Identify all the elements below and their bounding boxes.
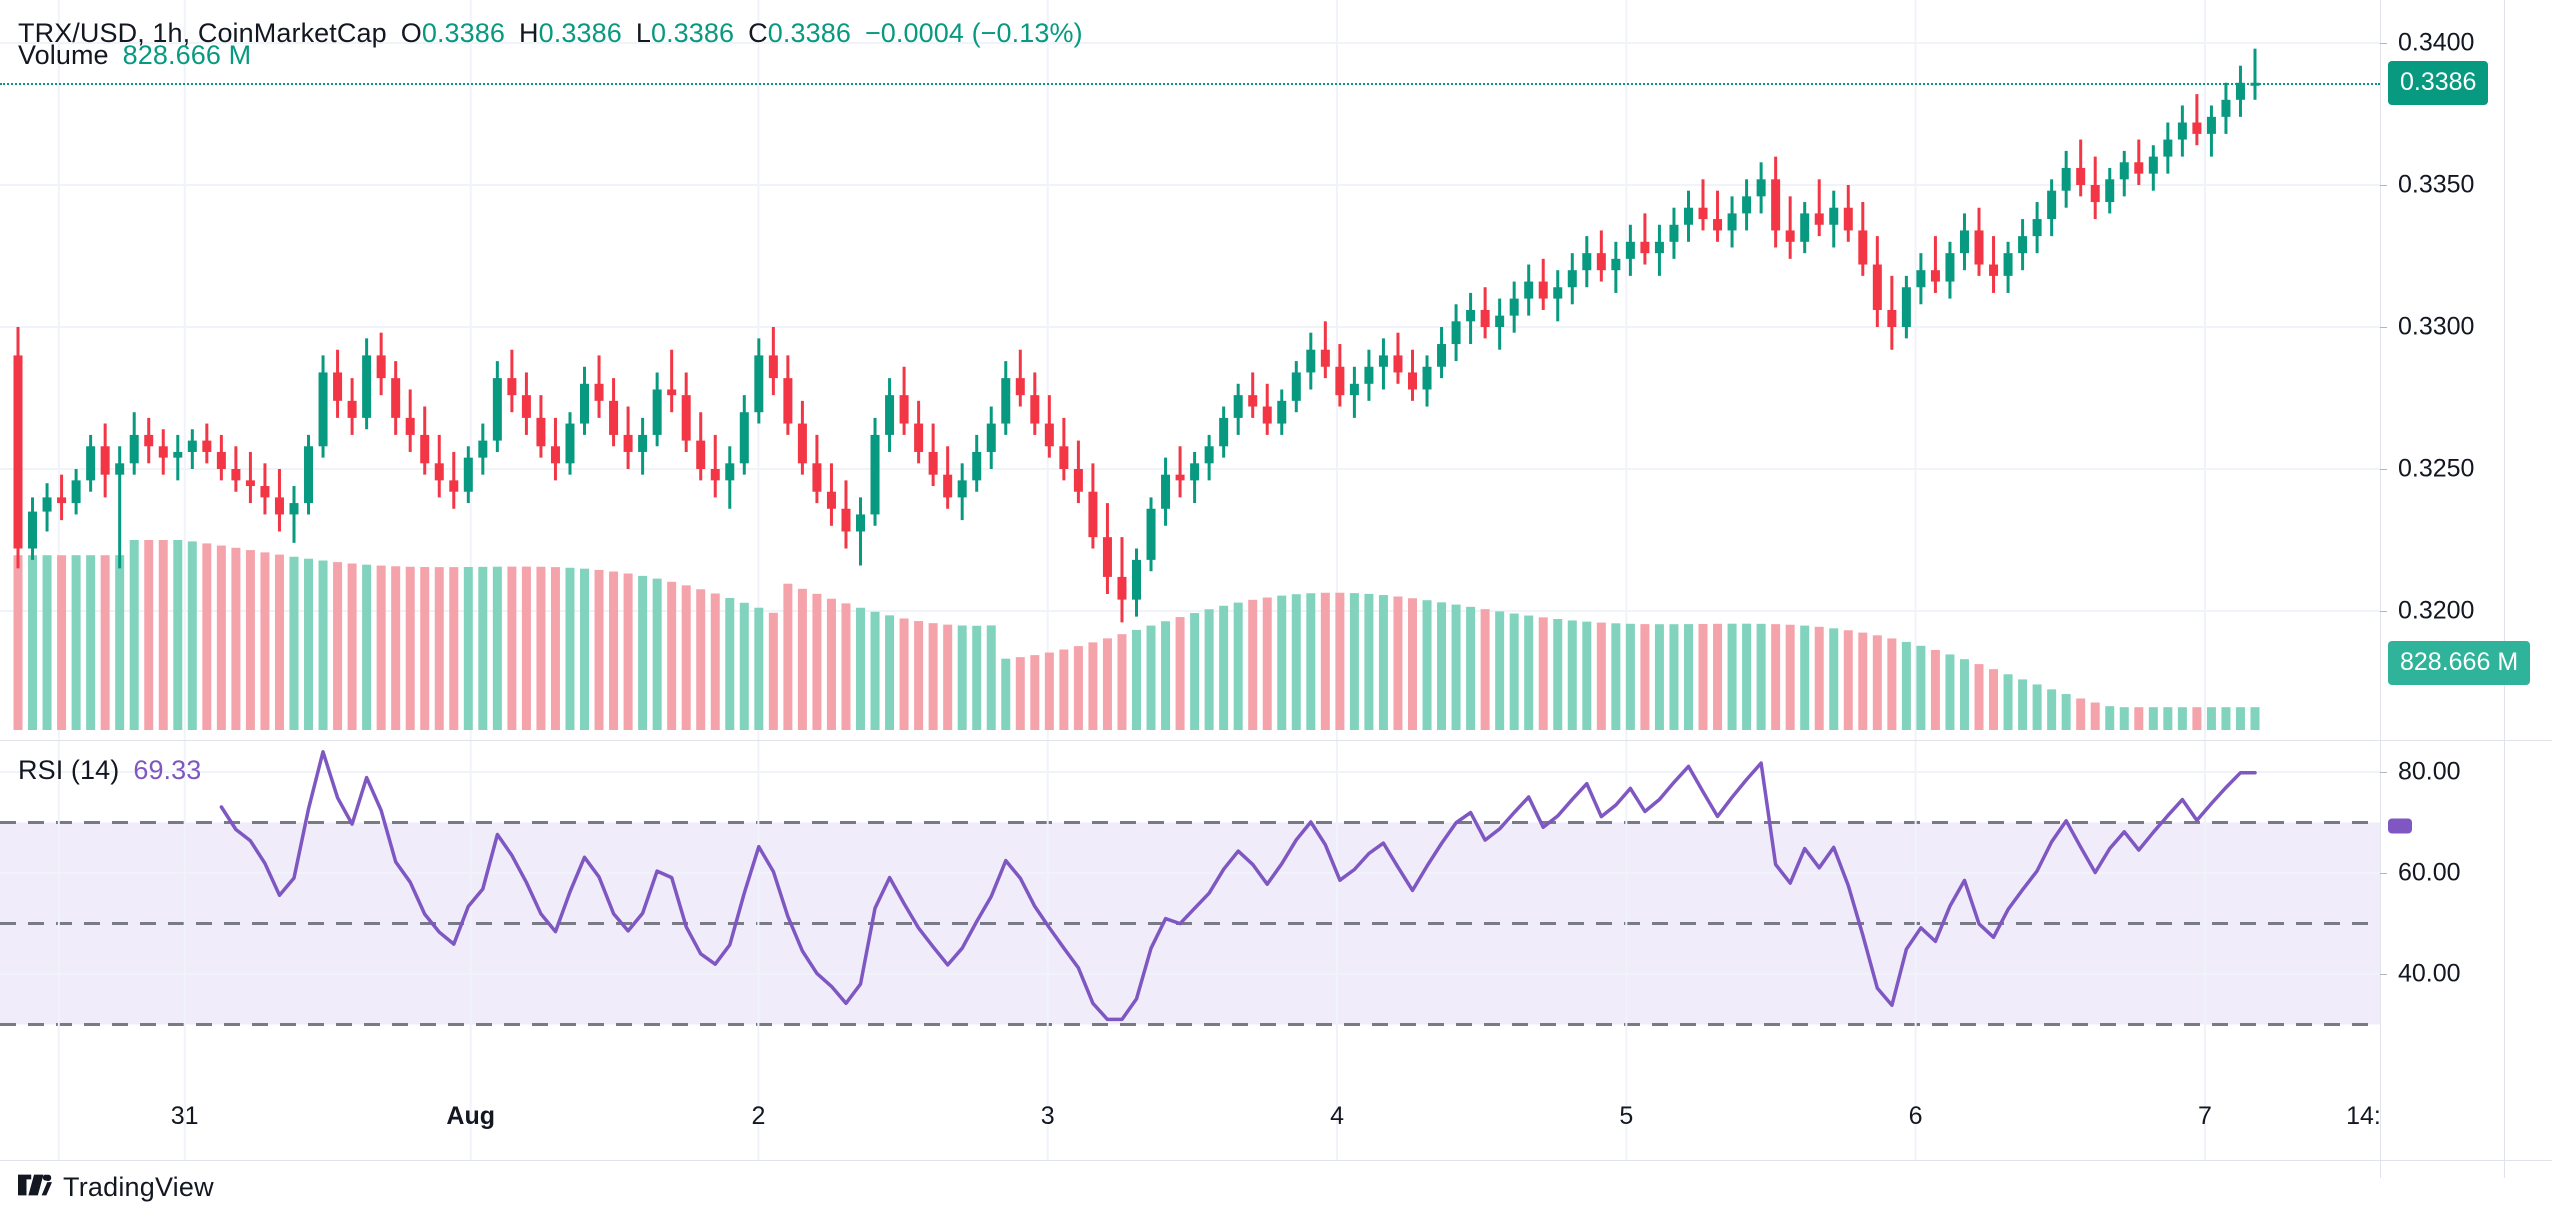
rsi-series (0, 741, 2380, 1160)
time-axis-label: 7 (2197, 1102, 2212, 1130)
price-tick-mark (2380, 469, 2387, 470)
time-axis-label: 4 (1330, 1102, 1344, 1130)
price-tick-label: 0.3250 (2398, 454, 2475, 483)
close-label: C (748, 18, 768, 48)
close-value: 0.3386 (767, 18, 851, 48)
high-value: 0.3386 (538, 18, 622, 48)
rsi-tick-label: 60.00 (2398, 858, 2461, 887)
tradingview-footer[interactable]: TradingView (18, 1172, 214, 1203)
low-value: 0.3386 (650, 18, 735, 48)
axis-divider (2380, 0, 2381, 1178)
volume-value: 828.666 M (122, 40, 252, 70)
volume-legend: Volume 828.666 M (18, 40, 251, 71)
time-axis-divider (0, 1160, 2552, 1161)
price-tick-label: 0.3200 (2398, 596, 2475, 625)
rsi-legend: RSI (14) 69.33 (18, 755, 201, 786)
price-tick-mark (2380, 611, 2387, 612)
time-axis-label: 31 (170, 1102, 199, 1130)
symbol-label[interactable]: TRX/USD, 1h, CoinMarketCap (18, 18, 387, 48)
price-tick-label: 0.3300 (2398, 312, 2475, 341)
rsi-tick-mark (2380, 873, 2387, 874)
price-axis[interactable]: 0.3400 0.3350 0.3300 0.3250 0.3200 0.3386 828.… (2380, 0, 2552, 740)
rsi-pane[interactable] (0, 741, 2380, 1160)
rsi-tick-mark (2380, 772, 2387, 773)
volume-badge[interactable]: 828.666 M (2388, 641, 2531, 685)
time-axis-label: 14: (2346, 1102, 2381, 1130)
rsi-axis[interactable]: 80.00 60.00 40.00 (2380, 741, 2552, 1160)
pane-separator[interactable] (0, 740, 2552, 741)
open-value: 0.3386 (421, 18, 506, 48)
current-price-line (0, 82, 2380, 85)
price-tick-mark (2380, 43, 2387, 44)
rsi-label[interactable]: RSI (14) (18, 755, 120, 785)
change-value: −0.0004 (−0.13%) (864, 18, 1083, 48)
time-axis-label: 3 (1040, 1102, 1055, 1130)
rsi-badge[interactable] (2388, 818, 2412, 834)
price-tick-mark (2380, 327, 2387, 328)
time-axis-label: 6 (1908, 1102, 1923, 1130)
price-pane[interactable] (0, 0, 2380, 740)
price-tick-label: 0.3400 (2398, 28, 2475, 57)
rsi-tick-mark (2380, 974, 2387, 975)
rsi-tick-label: 80.00 (2398, 757, 2461, 786)
high-label: H (519, 18, 539, 48)
time-axis-label: 5 (1619, 1102, 1634, 1130)
candlestick-series (0, 0, 2380, 740)
tradingview-logo-icon (18, 1174, 52, 1201)
tradingview-brand-label: TradingView (63, 1172, 214, 1202)
volume-label[interactable]: Volume (18, 40, 109, 70)
low-label: L (635, 18, 651, 48)
rsi-tick-label: 40.00 (2398, 959, 2461, 988)
price-tick-mark (2380, 185, 2387, 186)
open-label: O (400, 18, 422, 48)
price-tick-label: 0.3350 (2398, 170, 2475, 199)
current-price-badge[interactable]: 0.3386 (2388, 60, 2489, 105)
chart-legend-symbol: TRX/USD, 1h, CoinMarketCap O0.3386 H0.3386… (18, 18, 1083, 49)
rsi-value: 69.33 (133, 755, 202, 785)
time-axis-label: 2 (751, 1102, 766, 1130)
axis-divider-right (2504, 0, 2505, 1178)
time-axis-label: Aug (446, 1102, 496, 1130)
